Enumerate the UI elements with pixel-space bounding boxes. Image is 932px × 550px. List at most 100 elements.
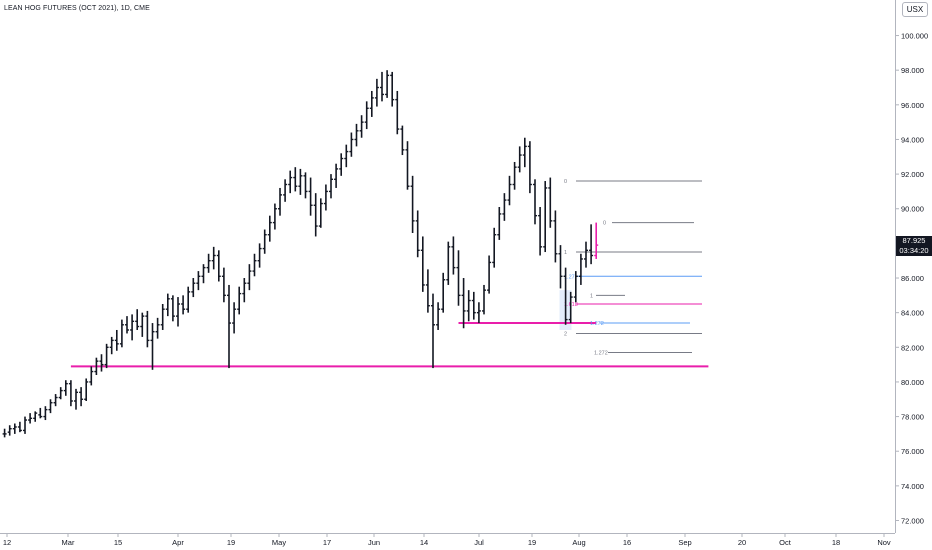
- ohlc-bar: [380, 71, 384, 102]
- ohlc-bar: [242, 278, 247, 303]
- ohlc-bar: [425, 269, 430, 313]
- ohlc-bar: [43, 406, 48, 421]
- ohlc-bar: [303, 172, 308, 199]
- time-tick-label: 12: [3, 538, 11, 547]
- ohlc-bar: [476, 302, 481, 324]
- time-tick-label: 16: [623, 538, 631, 547]
- ohlc-bar: [349, 132, 354, 157]
- ohlc-bar: [109, 336, 114, 355]
- price-tick-label: 84.000: [901, 309, 924, 318]
- ohlc-bar: [170, 295, 175, 322]
- fib2-level-label: 1.272: [590, 321, 604, 327]
- ohlc-bar: [165, 293, 170, 317]
- ohlc-bar: [329, 174, 333, 199]
- fib1-level-label: 0: [564, 179, 567, 185]
- ohlc-bar: [257, 243, 262, 268]
- ohlc-bar: [33, 411, 38, 422]
- price-tick-label: 74.000: [901, 482, 924, 491]
- price-axis: 100.00098.00096.00094.00092.00090.00088.…: [895, 32, 928, 526]
- chart-title: LEAN HOG FUTURES (OCT 2021), 1D, CME: [4, 5, 150, 12]
- time-tick-label: 20: [738, 538, 746, 547]
- ohlc-bar: [563, 267, 568, 325]
- ohlc-bar: [7, 425, 12, 436]
- fib1-level-label: 1: [564, 250, 567, 256]
- price-tick-label: 100.000: [901, 32, 928, 41]
- ohlc-bar: [517, 146, 522, 173]
- time-tick-label: Oct: [779, 538, 792, 547]
- ohlc-bar: [451, 236, 456, 275]
- currency-button[interactable]: USX: [902, 2, 928, 17]
- ohlc-bar: [415, 210, 420, 258]
- ohlc-bar: [2, 428, 7, 438]
- ohlc-bar: [354, 123, 359, 147]
- ohlc-bar: [471, 291, 476, 320]
- ohlc-bar: [38, 407, 43, 419]
- time-tick-label: 14: [420, 538, 428, 547]
- ohlc-bar: [247, 264, 252, 291]
- ohlc-bar: [482, 284, 486, 315]
- ohlc-bar: [395, 90, 400, 135]
- ohlc-bar: [400, 125, 405, 156]
- time-tick-label: Jul: [474, 538, 484, 547]
- ohlc-bar: [79, 387, 84, 407]
- ohlc-bar: [374, 78, 379, 107]
- ohlc-bar: [28, 413, 33, 424]
- ohlc-bar: [283, 179, 288, 202]
- ohlc-bar: [466, 290, 471, 322]
- price-tick-label: 90.000: [901, 205, 924, 214]
- ohlc-bar: [216, 250, 221, 282]
- ohlc-bar: [492, 227, 497, 268]
- ohlc-bar: [441, 272, 446, 313]
- fib1-level-label: 1.27: [564, 274, 575, 280]
- ohlc-bar: [344, 144, 349, 168]
- ohlc-bar: [89, 366, 94, 386]
- bar-countdown: 03:34:20: [899, 246, 929, 255]
- time-tick-label: 19: [227, 538, 235, 547]
- ohlc-bar: [145, 310, 150, 348]
- price-tick-label: 80.000: [901, 378, 924, 387]
- ohlc-bar: [84, 378, 89, 401]
- ohlc-bar: [385, 70, 390, 98]
- ohlc-bar: [58, 387, 63, 400]
- ohlc-bar: [155, 317, 160, 339]
- ohlc-bar: [221, 267, 226, 303]
- ohlc-bar: [140, 312, 145, 337]
- ohlc-bar: [420, 236, 425, 292]
- last-price-value: 87.925: [902, 236, 926, 245]
- ohlc-bar: [237, 286, 242, 315]
- ohlc-bar: [436, 302, 441, 330]
- ohlc-bar: [181, 295, 186, 315]
- ohlc-bar: [584, 241, 588, 268]
- ohlc-bar: [558, 245, 563, 289]
- price-tick-label: 78.000: [901, 413, 924, 422]
- ohlc-bar: [227, 284, 231, 369]
- time-tick-label: 17: [323, 538, 331, 547]
- ohlc-bar: [17, 421, 22, 433]
- ohlc-bar: [293, 167, 298, 192]
- ohlc-bar: [12, 423, 17, 434]
- time-tick-label: Apr: [172, 538, 184, 547]
- fib1-level-label: 2: [564, 331, 567, 337]
- ohlc-bar: [48, 399, 53, 414]
- ohlc-bar: [410, 175, 415, 233]
- ohlc-bar: [446, 241, 451, 285]
- ohlc-bar: [135, 309, 140, 330]
- ohlc-bar: [318, 198, 323, 228]
- ohlc-bar: [594, 222, 599, 259]
- time-tick-label: Aug: [572, 538, 585, 547]
- ohlc-bar: [308, 177, 313, 216]
- ohlc-bar: [176, 297, 180, 327]
- fib2-level-label: 0: [603, 221, 606, 227]
- ohlc-bar: [68, 380, 73, 407]
- ohlc-bar: [461, 278, 466, 329]
- price-tick-label: 86.000: [901, 274, 924, 283]
- ohlc-bar: [74, 388, 78, 410]
- ohlc-bar: [487, 255, 492, 294]
- price-tick-label: 96.000: [901, 101, 924, 110]
- ohlc-bar: [507, 175, 512, 206]
- ohlc-bar: [196, 271, 201, 291]
- ohlc-bar: [497, 207, 502, 240]
- price-tick-label: 92.000: [901, 170, 924, 179]
- ohlc-bar: [160, 304, 165, 330]
